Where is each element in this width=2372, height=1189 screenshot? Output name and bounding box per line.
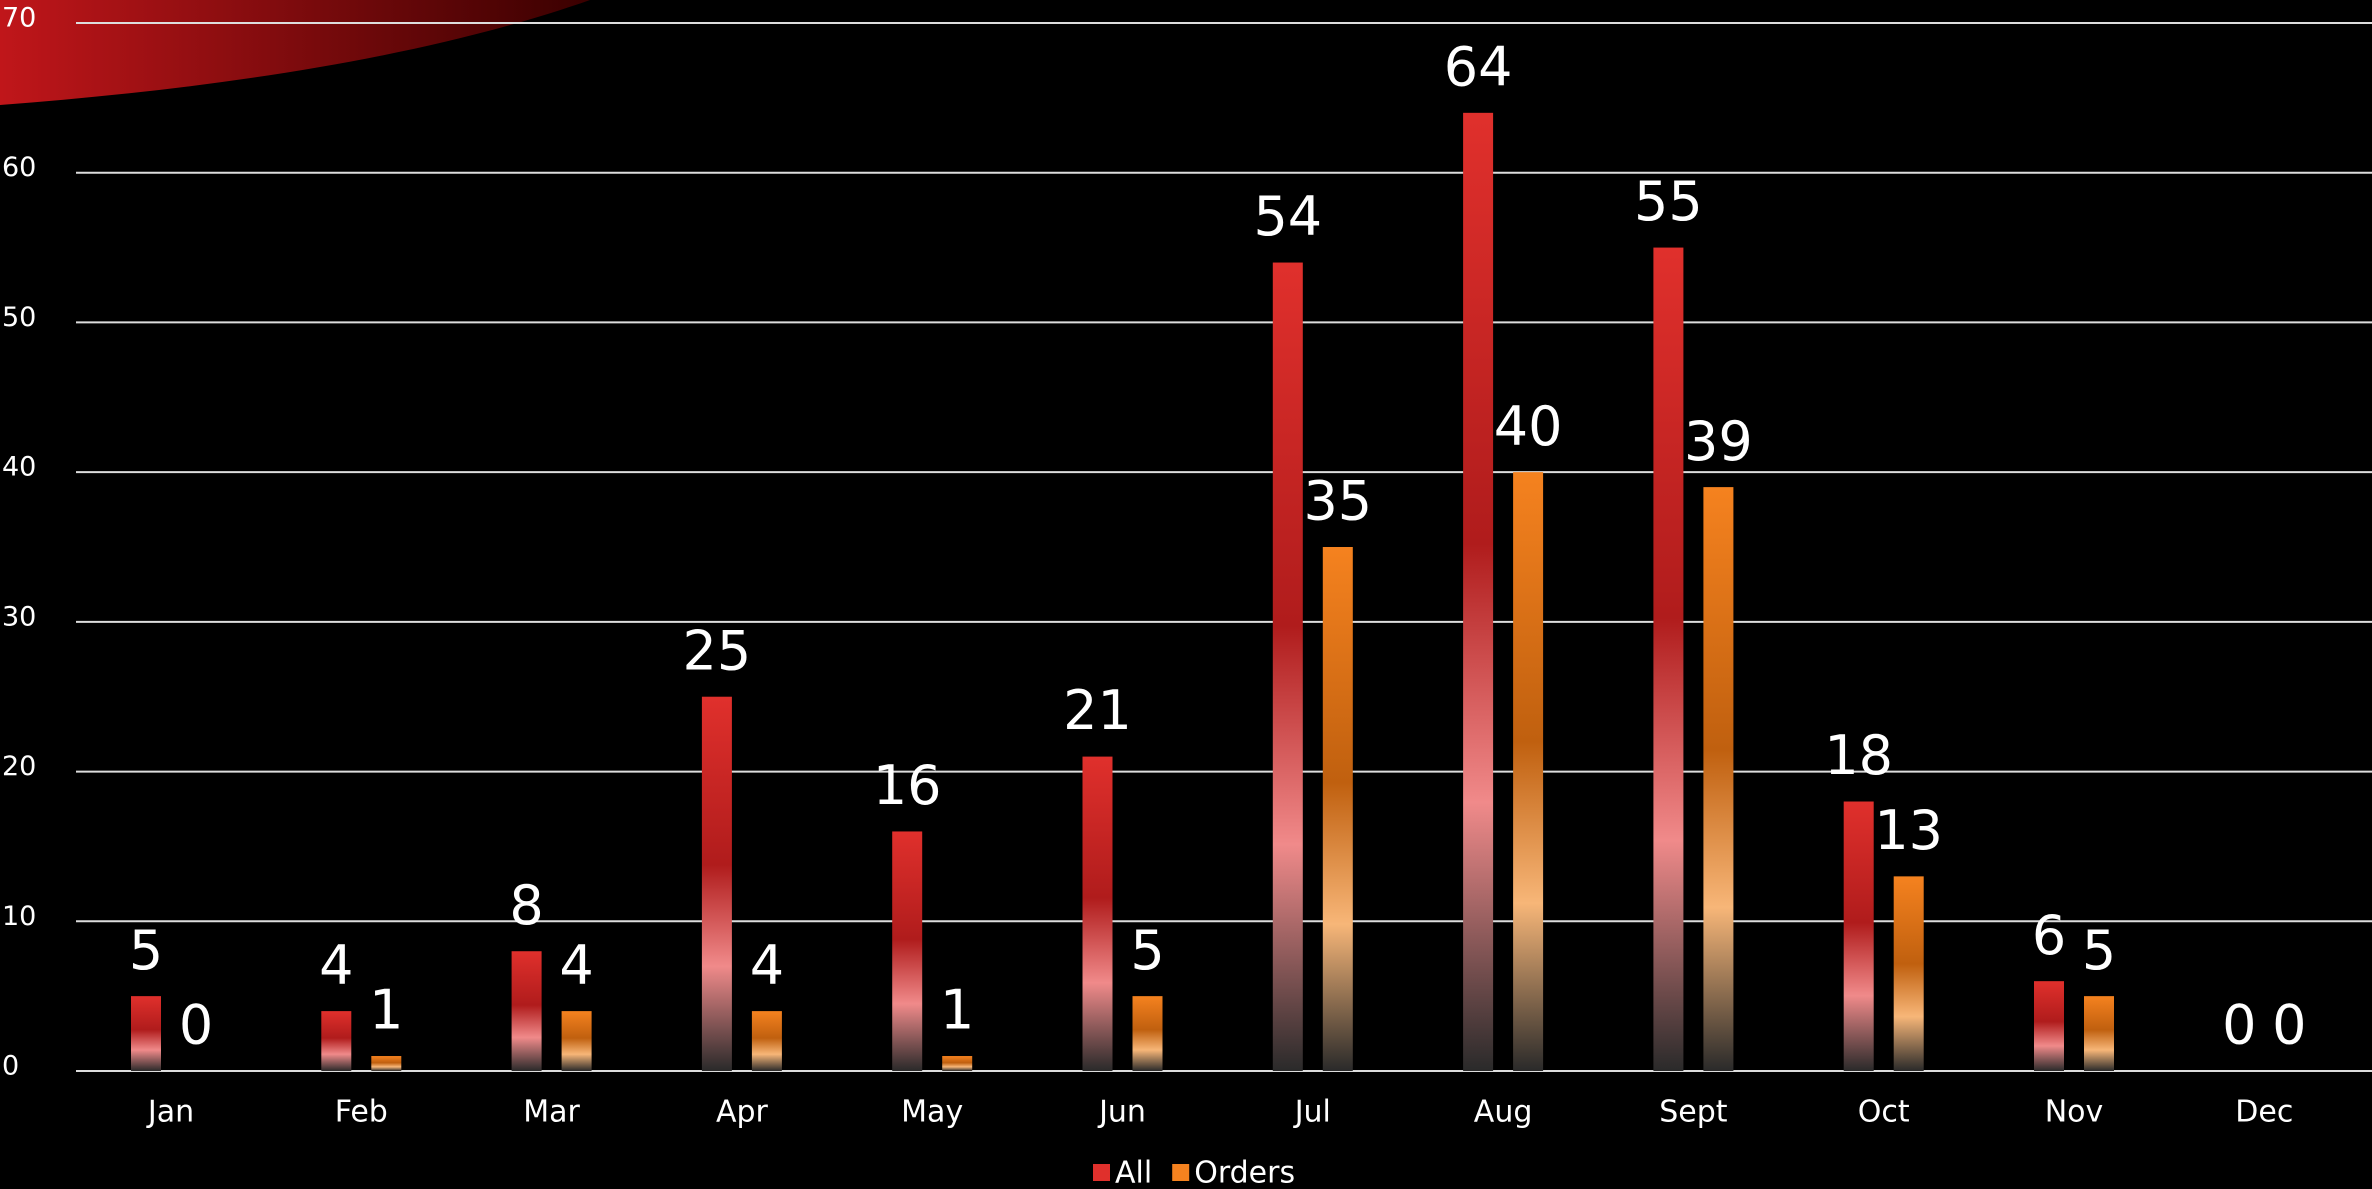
data-label: 0 (2272, 994, 2306, 1057)
x-tick-label: Jul (1293, 1095, 1331, 1130)
data-label: 18 (1824, 724, 1893, 787)
bar (131, 996, 161, 1071)
legend-label: Orders (1194, 1156, 1295, 1189)
x-tick-label: Jun (1097, 1095, 1146, 1130)
bar (702, 697, 732, 1071)
x-tick-label: Oct (1858, 1095, 1910, 1130)
legend-swatch (1172, 1164, 1189, 1181)
bar (512, 951, 542, 1071)
bar (1894, 876, 1924, 1071)
y-tick-label: 20 (2, 751, 36, 782)
data-label: 6 (2032, 904, 2066, 967)
x-tick-label: Feb (335, 1095, 388, 1130)
data-label: 64 (1444, 35, 1513, 98)
bar (371, 1056, 401, 1071)
decoration (0, 0, 590, 105)
y-tick-label: 70 (2, 3, 36, 34)
bar (752, 1011, 782, 1071)
data-label: 0 (2222, 994, 2256, 1057)
x-tick-label: Nov (2045, 1095, 2104, 1130)
data-label: 5 (129, 919, 163, 982)
bar (1133, 996, 1163, 1071)
data-label: 5 (1130, 919, 1164, 982)
bar (1463, 113, 1493, 1071)
data-label: 55 (1634, 170, 1703, 233)
x-tick-label: Mar (523, 1095, 580, 1130)
data-label: 54 (1253, 185, 1322, 248)
y-tick-label: 30 (2, 601, 36, 632)
bar (2084, 996, 2114, 1071)
data-label: 5 (2082, 919, 2116, 982)
bar (1083, 757, 1113, 1071)
data-label: 4 (750, 934, 784, 997)
bar (562, 1011, 592, 1071)
x-tick-label: Sept (1659, 1095, 1728, 1130)
bar (1844, 802, 1874, 1071)
data-label: 21 (1063, 679, 1132, 742)
bar (1323, 547, 1353, 1071)
bar (892, 831, 922, 1071)
data-label: 4 (319, 934, 353, 997)
y-tick-label: 50 (2, 302, 36, 333)
x-tick-label: May (901, 1095, 963, 1130)
x-tick-label: Dec (2235, 1095, 2293, 1130)
data-label: 13 (1874, 799, 1943, 862)
y-tick-label: 60 (2, 152, 36, 183)
legend-swatch (1093, 1164, 1110, 1181)
x-tick-label: Apr (716, 1095, 769, 1130)
y-tick-label: 0 (2, 1051, 19, 1082)
bar (2034, 981, 2064, 1071)
y-tick-label: 40 (2, 452, 36, 483)
x-tick-label: Jan (146, 1095, 194, 1130)
data-label: 25 (683, 619, 752, 682)
bar (321, 1011, 351, 1071)
chart: 010203040506070Jan50Feb41Mar84Apr254May1… (0, 0, 2372, 1189)
data-label: 0 (179, 994, 213, 1057)
legend-label: All (1115, 1156, 1152, 1189)
x-tick-label: Aug (1474, 1095, 1533, 1130)
bar (942, 1056, 972, 1071)
bar (1513, 472, 1543, 1071)
y-tick-label: 10 (2, 901, 36, 932)
bar (1703, 487, 1733, 1071)
data-label: 8 (509, 874, 543, 937)
bar (1653, 248, 1683, 1071)
data-label: 1 (369, 979, 403, 1042)
data-label: 16 (873, 754, 942, 817)
data-label: 39 (1684, 410, 1753, 473)
bar (1273, 263, 1303, 1071)
data-label: 1 (940, 979, 974, 1042)
data-label: 4 (559, 934, 593, 997)
data-label: 35 (1303, 470, 1372, 533)
data-label: 40 (1494, 395, 1563, 458)
